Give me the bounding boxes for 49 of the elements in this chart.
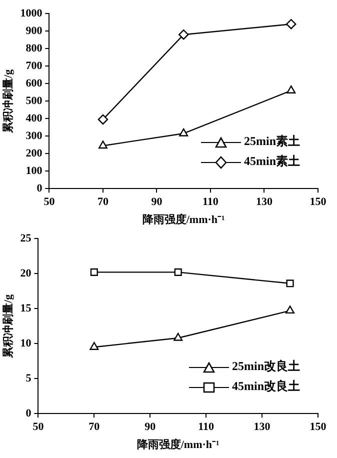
- y-tick-label: 10: [20, 337, 32, 350]
- y-tick-label: 800: [26, 42, 43, 54]
- x-axis-title: 降雨强度/mm·h⁻¹: [142, 213, 225, 226]
- point: [90, 268, 98, 276]
- point: [98, 114, 108, 125]
- point: [174, 332, 183, 341]
- x-tick-label: 90: [144, 421, 156, 434]
- point: [286, 306, 295, 314]
- legend-label: 45min素土: [244, 154, 300, 168]
- legend-label: 25min改良土: [232, 359, 300, 373]
- x-tick-label: 150: [310, 421, 327, 434]
- x-tick-label: 110: [198, 421, 215, 434]
- point: [90, 342, 99, 350]
- point: [179, 128, 188, 136]
- legend-label: 45min改良土: [232, 379, 300, 393]
- point: [286, 86, 296, 94]
- y-tick-label: 100: [26, 164, 43, 177]
- y-tick-label: 5: [26, 372, 32, 384]
- x-tick-label: 70: [88, 421, 100, 434]
- y-tick-label: 200: [26, 147, 43, 160]
- y-tick-label: 500: [26, 94, 43, 107]
- x-tick-label: 90: [151, 196, 163, 208]
- legend-label: 25min素土: [244, 134, 300, 148]
- x-tick-label: 150: [310, 196, 327, 208]
- y-tick-label: 300: [26, 130, 43, 142]
- x-tick-label: 110: [202, 196, 219, 208]
- y-tick-label: 0: [36, 182, 43, 194]
- y-tick-label: 900: [26, 24, 43, 37]
- point: [98, 140, 108, 149]
- y-tick-label: 700: [26, 60, 43, 72]
- y-axis-title: 累积冲刷量/g: [1, 68, 14, 134]
- point: [174, 268, 182, 276]
- y-tick-label: 25: [20, 232, 32, 244]
- y-tick-label: 400: [26, 112, 43, 124]
- x-tick-label: 130: [256, 196, 273, 208]
- y-tick-label: 15: [20, 302, 32, 314]
- point: [178, 30, 189, 40]
- x-tick-label: 70: [97, 196, 109, 208]
- point: [286, 19, 296, 30]
- y-tick-label: 0: [26, 407, 32, 420]
- x-tick-label: 50: [32, 421, 44, 434]
- y-tick-label: 600: [26, 77, 43, 90]
- x-axis-title: 降雨强度/mm·h⁻¹: [136, 438, 220, 452]
- x-tick-label: 50: [44, 196, 56, 208]
- y-tick-label: 20: [20, 267, 32, 280]
- x-tick-label: 130: [254, 421, 271, 434]
- y-axis-title: 累积冲刷量/g: [1, 294, 14, 359]
- y-tick-label: 1000: [20, 7, 43, 20]
- point: [286, 280, 294, 288]
